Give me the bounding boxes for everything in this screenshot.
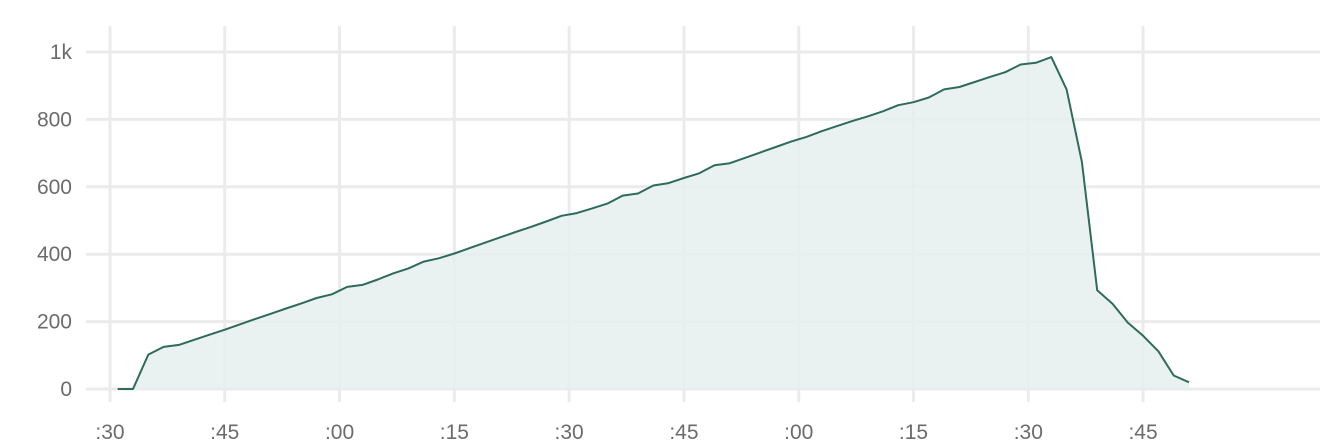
x-tick-label: :30 [1014, 421, 1043, 444]
x-tick-label: :45 [1128, 421, 1157, 444]
x-axis-tick-labels: :30 :45 :00 :15 :30 :45 :00 :15 :30 :45 [95, 421, 1157, 444]
area-series [117, 56, 1190, 390]
x-tick-label: :45 [210, 421, 239, 444]
x-tick-label: :00 [784, 421, 813, 444]
x-tick-label: :30 [555, 421, 584, 444]
y-tick-label: 600 [37, 176, 72, 199]
x-tick-label: :30 [95, 421, 124, 444]
y-tick-label: 0 [60, 378, 72, 401]
x-tick-label: :15 [899, 421, 928, 444]
x-tick-label: :45 [669, 421, 698, 444]
y-tick-label: 200 [37, 311, 72, 334]
x-tick-label: :15 [440, 421, 469, 444]
y-axis-tick-labels: 0 200 400 600 800 1k [37, 41, 73, 401]
area-fill [117, 57, 1190, 389]
y-tick-label: 400 [37, 243, 72, 266]
x-tick-label: :00 [325, 421, 354, 444]
y-tick-label: 800 [37, 108, 72, 131]
y-tick-label: 1k [50, 41, 73, 64]
